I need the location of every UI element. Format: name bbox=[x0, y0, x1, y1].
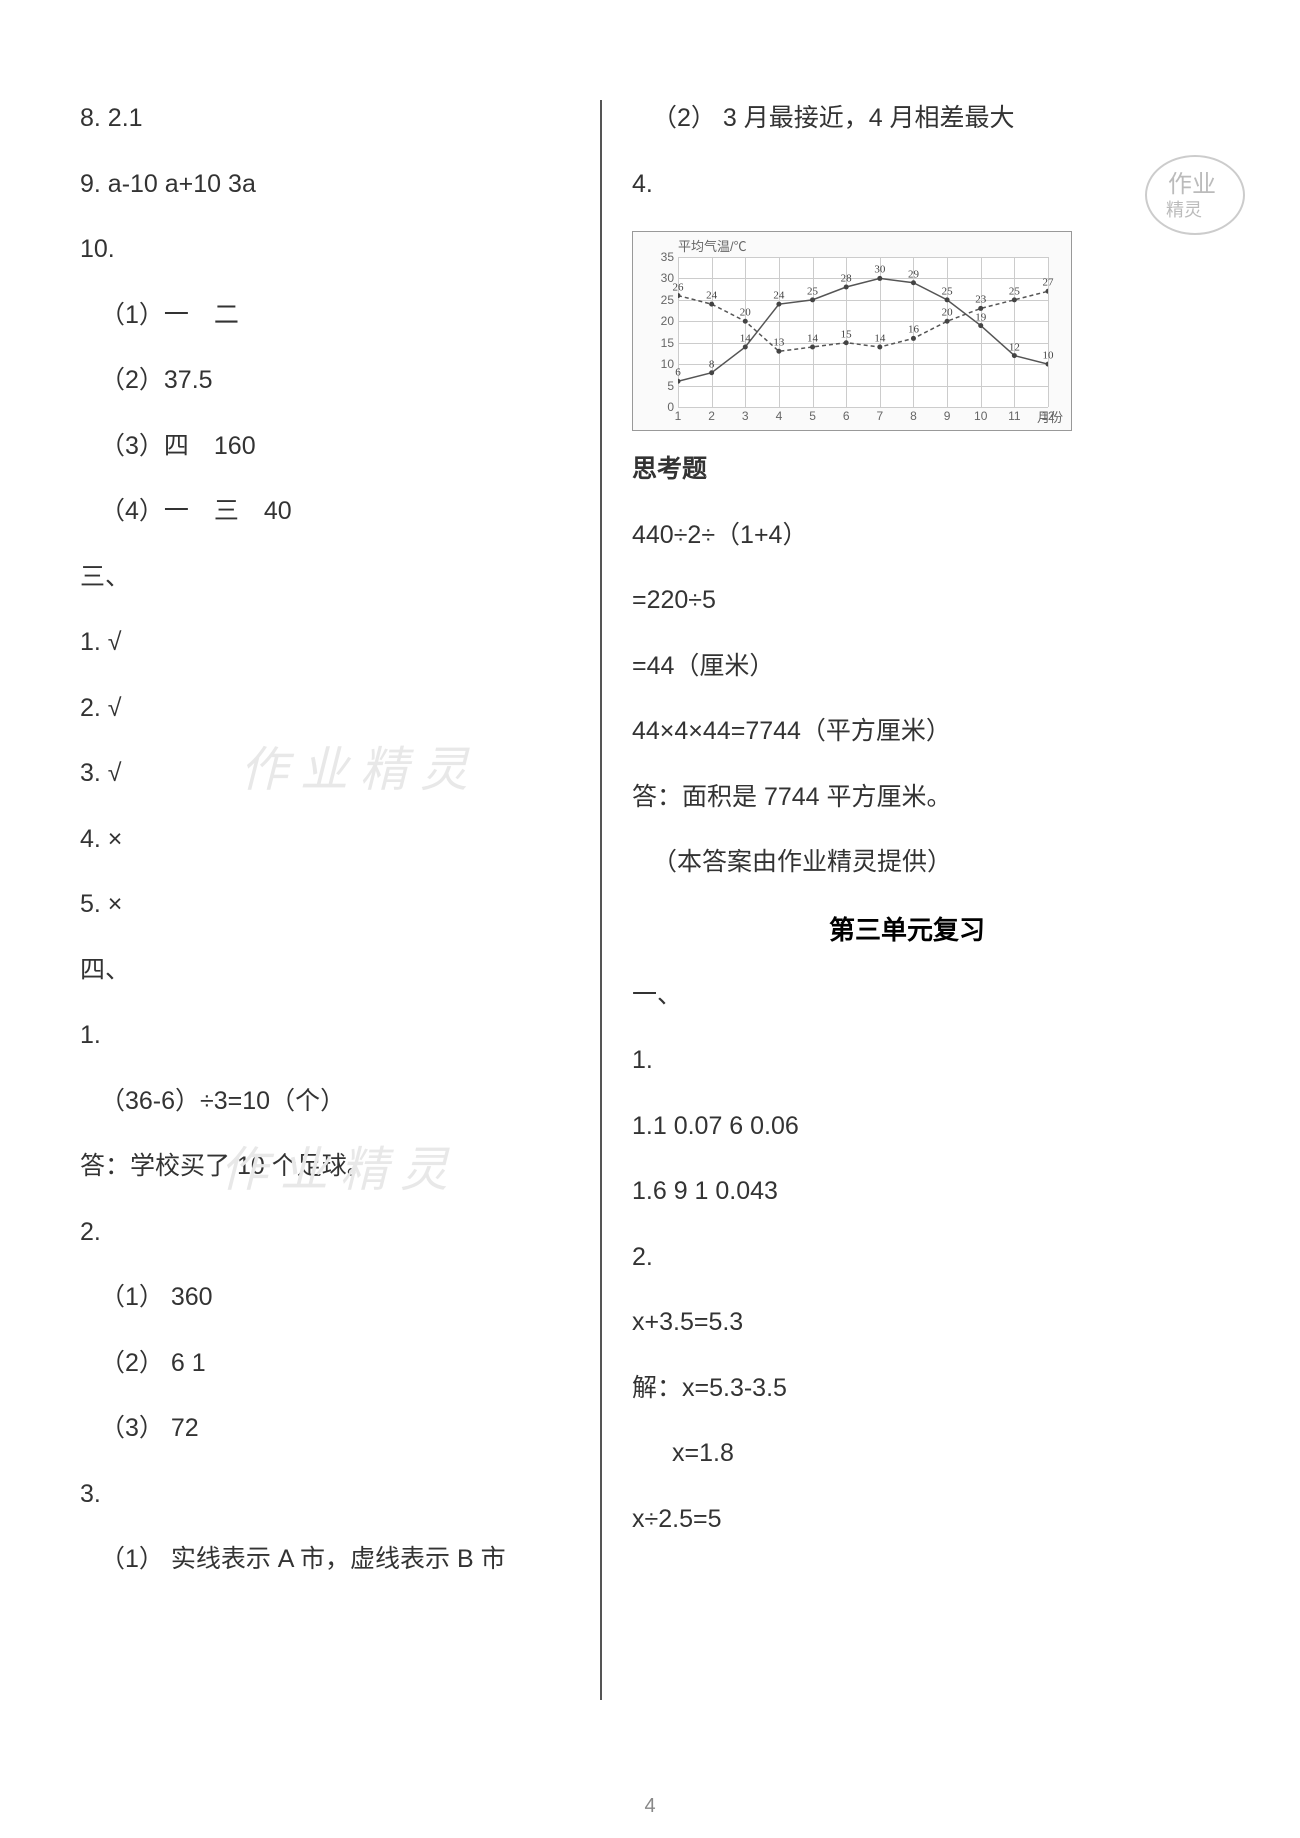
chart-point-label: 30 bbox=[874, 264, 885, 276]
answer-line: 4. bbox=[632, 166, 1182, 204]
chart-point-label: 20 bbox=[740, 307, 751, 319]
chart-point-label: 19 bbox=[975, 311, 986, 323]
chart-point-label: 25 bbox=[1009, 285, 1020, 297]
unit-title: 第三单元复习 bbox=[632, 910, 1182, 947]
answer-line: 8. 2.1 bbox=[80, 100, 570, 138]
answer-line: （2） 3 月最接近，4 月相差最大 bbox=[632, 100, 1182, 138]
chart-point-label: 12 bbox=[1009, 341, 1020, 353]
chart-point-label: 24 bbox=[773, 290, 784, 302]
section-label: 一、 bbox=[632, 977, 1182, 1015]
chart-xtick-label: 7 bbox=[876, 407, 883, 423]
answer-line: 4. × bbox=[80, 821, 570, 859]
chart-point-label: 10 bbox=[1043, 350, 1054, 362]
answer-line: 3. bbox=[80, 1476, 570, 1514]
chart-plot-area: 0510152025303512345678910111268142425283… bbox=[678, 257, 1048, 407]
section-label: 四、 bbox=[80, 952, 570, 990]
answer-line: 答：学校买了 10 个足球。 bbox=[80, 1148, 570, 1186]
chart-title: 平均气温/℃ bbox=[678, 236, 747, 255]
chart-xtick-label: 6 bbox=[843, 407, 850, 423]
answer-line: 1. bbox=[80, 1017, 570, 1055]
answer-line: （4）一 三 40 bbox=[80, 493, 570, 531]
temperature-chart: 平均气温/℃ 月份 051015202530351234567891011126… bbox=[632, 231, 1072, 431]
chart-point-label: 14 bbox=[740, 333, 751, 345]
answer-line: 44×4×44=7744（平方厘米） bbox=[632, 713, 1182, 751]
answer-line: （1） 360 bbox=[80, 1279, 570, 1317]
two-column-layout: 8. 2.1 9. a-10 a+10 3a 10. （1）一 二 （2）37.… bbox=[80, 100, 1240, 1750]
answer-line: （36-6）÷3=10（个） bbox=[80, 1083, 570, 1121]
chart-xtick-label: 12 bbox=[1041, 407, 1054, 423]
chart-xtick-label: 9 bbox=[944, 407, 951, 423]
chart-point-label: 26 bbox=[673, 281, 684, 293]
chart-point-label: 13 bbox=[773, 337, 784, 349]
chart-ytick-label: 20 bbox=[661, 314, 678, 328]
answer-line: 1.6 9 1 0.043 bbox=[632, 1173, 1182, 1211]
answer-line: （2） 6 1 bbox=[80, 1345, 570, 1383]
section-label: 三、 bbox=[80, 559, 570, 597]
chart-point-label: 25 bbox=[942, 285, 953, 297]
answer-line: x÷2.5=5 bbox=[632, 1501, 1182, 1539]
answer-line: 答：面积是 7744 平方厘米。 bbox=[632, 779, 1182, 817]
answer-line: =44（厘米） bbox=[632, 648, 1182, 686]
chart-xtick-label: 2 bbox=[708, 407, 715, 423]
chart-point-label: 8 bbox=[709, 358, 715, 370]
page-number: 4 bbox=[644, 1795, 655, 1818]
chart-point-label: 20 bbox=[942, 307, 953, 319]
chart-ytick-label: 15 bbox=[661, 336, 678, 350]
answer-line: （3） 72 bbox=[80, 1410, 570, 1448]
chart-point-label: 23 bbox=[975, 294, 986, 306]
answer-line: 1. bbox=[632, 1042, 1182, 1080]
answer-line: 3. √ bbox=[80, 755, 570, 793]
chart-ytick-label: 5 bbox=[667, 379, 678, 393]
chart-point-label: 15 bbox=[841, 328, 852, 340]
answer-line: 1.1 0.07 6 0.06 bbox=[632, 1108, 1182, 1146]
chart-xtick-label: 5 bbox=[809, 407, 816, 423]
chart-point-label: 29 bbox=[908, 268, 919, 280]
answer-line: 2. bbox=[632, 1239, 1182, 1277]
left-column: 8. 2.1 9. a-10 a+10 3a 10. （1）一 二 （2）37.… bbox=[80, 100, 600, 1750]
answer-line: 5. × bbox=[80, 886, 570, 924]
chart-point-label: 24 bbox=[706, 290, 717, 302]
answer-line: （3）四 160 bbox=[80, 428, 570, 466]
chart-point-label: 27 bbox=[1043, 277, 1054, 289]
chart-point-label: 14 bbox=[874, 333, 885, 345]
chart-point-label: 25 bbox=[807, 285, 818, 297]
chart-xtick-label: 10 bbox=[974, 407, 987, 423]
chart-xtick-label: 4 bbox=[776, 407, 783, 423]
chart-point-label: 6 bbox=[675, 367, 681, 379]
answer-line: （1）一 二 bbox=[80, 297, 570, 335]
chart-xtick-label: 8 bbox=[910, 407, 917, 423]
answer-line: （2）37.5 bbox=[80, 362, 570, 400]
chart-point-label: 28 bbox=[841, 273, 852, 285]
chart-point-label: 14 bbox=[807, 333, 818, 345]
chart-point-label: 16 bbox=[908, 324, 919, 336]
answer-line: 440÷2÷（1+4） bbox=[632, 517, 1182, 555]
answer-line: =220÷5 bbox=[632, 582, 1182, 620]
answer-line: 2. √ bbox=[80, 690, 570, 728]
answer-line: 2. bbox=[80, 1214, 570, 1252]
answer-line: 1. √ bbox=[80, 624, 570, 662]
answer-line: x+3.5=5.3 bbox=[632, 1304, 1182, 1342]
chart-xtick-label: 1 bbox=[675, 407, 682, 423]
answer-line: 10. bbox=[80, 231, 570, 269]
answer-line: x=1.8 bbox=[632, 1435, 1182, 1473]
answer-line: 解：x=5.3-3.5 bbox=[632, 1370, 1182, 1408]
answer-line: （1） 实线表示 A 市，虚线表示 B 市 bbox=[80, 1541, 570, 1579]
right-column: （2） 3 月最接近，4 月相差最大 4. 平均气温/℃ 月份 05101520… bbox=[602, 100, 1182, 1750]
chart-ytick-label: 35 bbox=[661, 250, 678, 264]
chart-ytick-label: 25 bbox=[661, 293, 678, 307]
answer-line: 9. a-10 a+10 3a bbox=[80, 166, 570, 204]
chart-xtick-label: 3 bbox=[742, 407, 749, 423]
chart-xtick-label: 11 bbox=[1008, 407, 1020, 423]
answer-credit: （本答案由作业精灵提供） bbox=[632, 844, 1182, 882]
thinking-question-header: 思考题 bbox=[632, 451, 1182, 489]
